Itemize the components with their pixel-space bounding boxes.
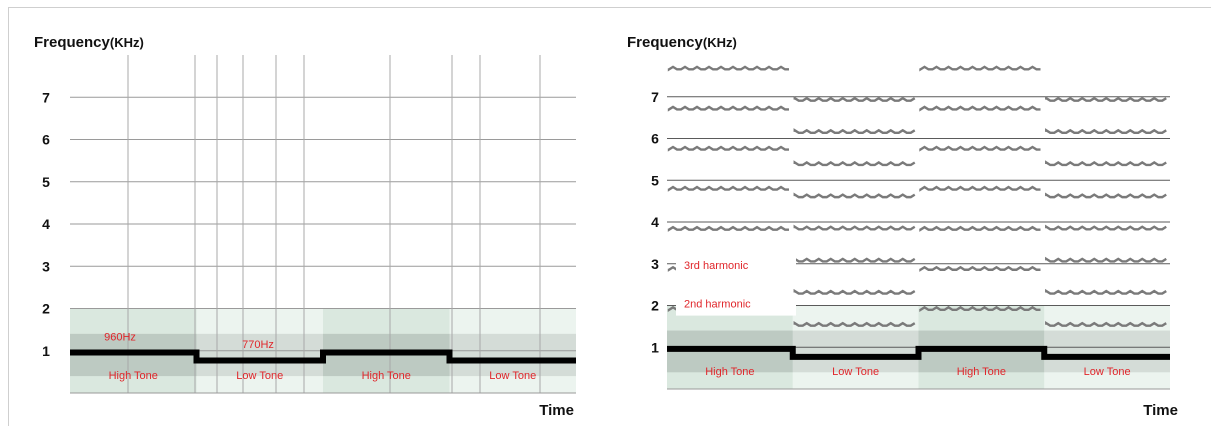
harmonic-line <box>667 185 789 192</box>
annotation-2nd-harmonic: 2nd harmonic <box>684 299 751 311</box>
harmonic-line <box>919 105 1041 112</box>
harmonic-line <box>919 225 1041 232</box>
y-axis-label: Frequency(KHz) <box>627 34 737 51</box>
harmonic-line <box>1045 288 1167 295</box>
y-tick-label: 2 <box>42 301 50 317</box>
harmonic-line <box>1045 160 1167 167</box>
harmonic-line <box>919 265 1041 272</box>
figure-frame <box>8 7 1211 426</box>
tone-line <box>70 349 576 364</box>
y-tick-label: 1 <box>651 339 659 355</box>
harmonic-line <box>1045 224 1167 231</box>
harmonic-line <box>667 65 789 72</box>
segment-label: Low Tone <box>236 370 283 382</box>
harmonic-line <box>793 224 916 231</box>
harmonic-line <box>919 145 1041 152</box>
y-tick-label: 4 <box>651 214 659 230</box>
harmonic-line <box>1045 256 1167 263</box>
y-tick-label: 6 <box>42 132 50 148</box>
spectrogram-right: Frequency(KHz) High Tone Low Tone High Ton… <box>627 34 1178 419</box>
annotation-3rd-harmonic: 3rd harmonic <box>684 260 749 272</box>
harmonic-line <box>1045 96 1167 102</box>
segment-label: Low Tone <box>1084 366 1131 378</box>
y-tick-label: 5 <box>651 172 659 188</box>
y-tick-label: 6 <box>651 131 659 147</box>
y-tick-label: 3 <box>651 256 659 272</box>
spectrogram-left: Frequency(KHz) High Tone Low Tone High Ton… <box>34 34 576 419</box>
harmonic-line <box>667 145 789 152</box>
harmonic-line <box>919 305 1041 313</box>
harmonic-line <box>1045 321 1167 327</box>
harmonic-line <box>667 225 789 232</box>
segment-label: Low Tone <box>489 370 536 382</box>
annotation-960hz: 960Hz <box>104 332 136 344</box>
harmonic-line <box>793 160 916 167</box>
y-tick-label: 7 <box>651 89 659 105</box>
x-axis-label: Time <box>1143 402 1178 419</box>
annotation-3rd-harmonic-box <box>676 254 796 277</box>
noise-core <box>449 333 576 377</box>
harmonic-line <box>793 128 916 135</box>
harmonic-line <box>793 256 916 263</box>
noise-core <box>196 333 323 377</box>
harmonic-line <box>793 321 916 327</box>
harmonic-line <box>793 288 916 295</box>
y-tick-label: 2 <box>651 298 659 314</box>
harmonic-line <box>1045 192 1167 199</box>
harmonic-line <box>1045 128 1167 135</box>
segment-label: High Tone <box>109 370 158 382</box>
y-tick-label: 1 <box>42 343 50 359</box>
y-tick-label: 3 <box>42 258 50 274</box>
noise-core <box>1044 330 1170 373</box>
segment-label: Low Tone <box>832 366 879 378</box>
y-axis-label: Frequency(KHz) <box>34 34 144 51</box>
segment-label: High Tone <box>362 370 411 382</box>
x-axis-label: Time <box>539 402 574 419</box>
y-tick-label: 4 <box>42 216 50 232</box>
segment-label: High Tone <box>705 366 754 378</box>
noise-core <box>792 330 919 373</box>
y-tick-label: 7 <box>42 89 50 105</box>
annotation-2nd-harmonic-box <box>676 293 796 316</box>
tone-line <box>667 345 1170 360</box>
harmonic-line <box>793 192 916 199</box>
harmonic-line <box>919 185 1041 192</box>
harmonic-line <box>793 96 916 102</box>
annotation-770hz: 770Hz <box>242 339 274 351</box>
harmonic-line <box>667 105 789 112</box>
harmonic-line <box>919 65 1041 72</box>
y-tick-label: 5 <box>42 174 50 190</box>
segment-label: High Tone <box>957 366 1006 378</box>
